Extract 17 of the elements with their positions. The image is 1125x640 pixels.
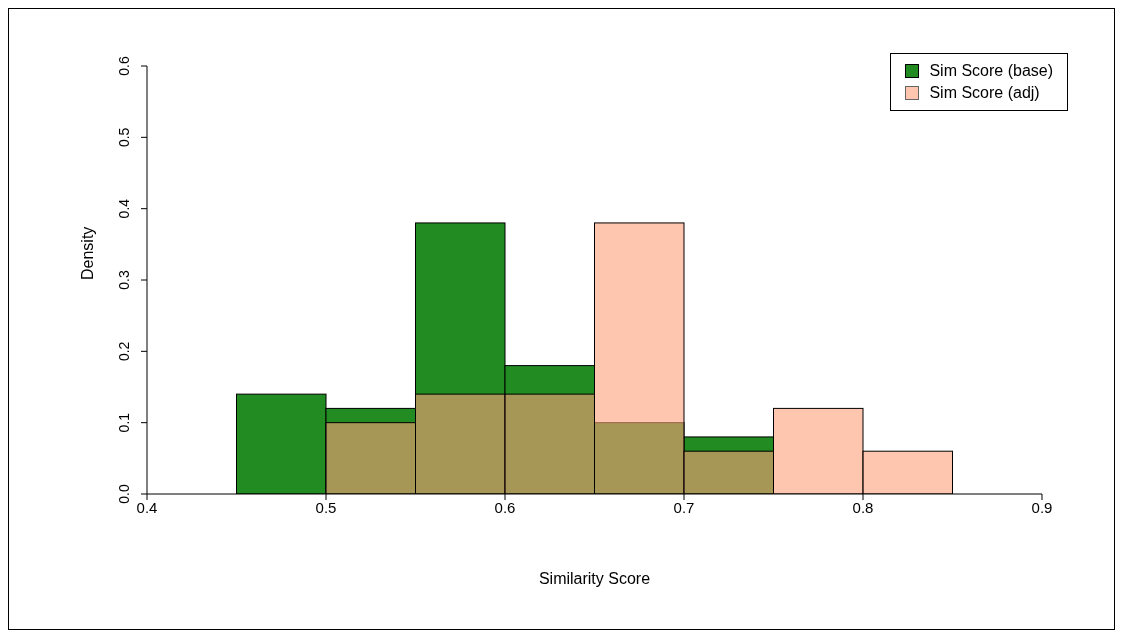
y-tick-label: 0.1: [116, 412, 132, 433]
x-tick-label: 0.7: [673, 498, 695, 516]
x-tick-label: 0.9: [1031, 498, 1053, 516]
y-tick-label: 0.2: [116, 341, 132, 362]
x-tick-label: 0.5: [315, 498, 337, 516]
legend-label: Sim Score (base): [929, 61, 1053, 81]
x-tick-label: 0.8: [852, 498, 874, 516]
legend-label: Sim Score (adj): [929, 83, 1040, 103]
y-tick-label: 0.4: [116, 198, 132, 219]
x-axis-title: Similarity Score: [538, 570, 651, 587]
x-tick-label: 0.6: [494, 498, 516, 516]
y-axis-title: Density: [78, 226, 96, 280]
y-tick-label: 0.3: [116, 270, 132, 290]
y-tick-label: 0.5: [116, 127, 132, 148]
y-tick-label: 0.6: [116, 56, 132, 76]
y-tick-label: 0.0: [116, 484, 132, 504]
x-tick-label: 0.4: [136, 498, 158, 516]
